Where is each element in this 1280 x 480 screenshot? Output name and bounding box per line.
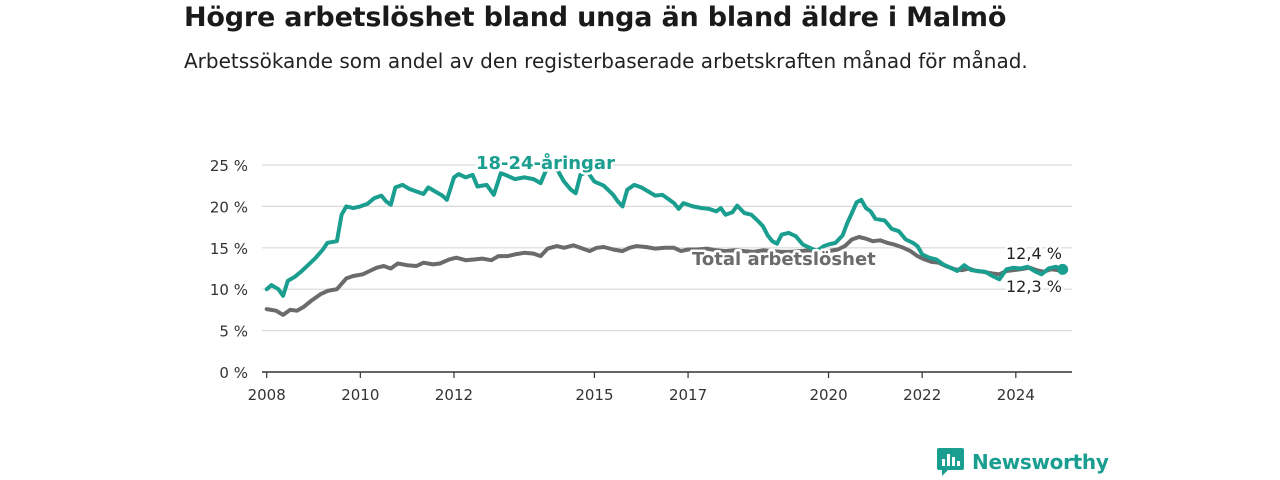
newsworthy-logo: Newsworthy <box>937 448 1109 476</box>
y-tick-label: 5 % <box>219 323 248 341</box>
series-line-18-24 <box>264 164 1065 298</box>
x-tick-label: 2024 <box>997 386 1035 404</box>
x-tick-label: 2015 <box>575 386 613 404</box>
series-end-dot <box>1057 263 1069 275</box>
x-tick-label: 2017 <box>669 386 707 404</box>
x-axis-ticks: 2008 2010 2012 2015 2017 2020 2022 2024 <box>248 372 1035 404</box>
logo-text: Newsworthy <box>972 450 1109 474</box>
y-axis-ticks: 0 % 5 % 10 % 15 % 20 % 25 % <box>210 157 248 382</box>
series-label-18-24: 18-24-åringar <box>476 152 615 174</box>
end-label-18-24: 12,4 % <box>1006 244 1062 263</box>
series-line-total <box>264 235 1065 317</box>
y-tick-label: 15 % <box>210 240 248 258</box>
series-lines <box>264 164 1065 317</box>
line-chart: 0 %5 %10 %15 %20 %25 % 2008 2010 2012 2015 2… <box>209 150 1072 404</box>
y-tick-label: 10 % <box>210 281 248 299</box>
end-label-total: 12,3 % <box>1006 277 1062 296</box>
x-tick-label: 2012 <box>435 386 473 404</box>
y-tick-label: 25 % <box>210 157 248 175</box>
chart-title: Högre arbetslöshet bland unga än bland ä… <box>184 2 1007 33</box>
x-tick-label: 2010 <box>341 386 379 404</box>
y-tick-label: 20 % <box>210 198 248 216</box>
x-tick-label: 2022 <box>903 386 941 404</box>
series-labels: 18-24-åringar Total arbetslöshet 12,4 % 12,… <box>474 150 1069 299</box>
series-label-total: Total arbetslöshet <box>692 249 876 270</box>
newsworthy-logo-icon <box>937 448 964 476</box>
chart-subtitle: Arbetssökande som andel av den registerb… <box>184 49 1028 73</box>
x-tick-label: 2008 <box>248 386 286 404</box>
x-tick-label: 2020 <box>809 386 847 404</box>
y-tick-label: 0 % <box>219 364 248 382</box>
